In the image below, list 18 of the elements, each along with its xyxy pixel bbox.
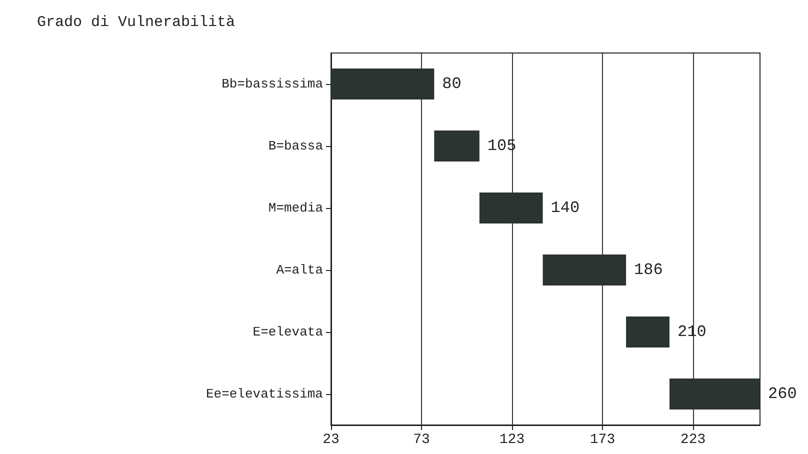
y-tick-label: Ee=elevatissima	[206, 386, 324, 402]
y-tick-label: M=media	[268, 200, 324, 216]
x-tick-label: 23	[322, 432, 340, 448]
y-tick-label: Bb=bassissima	[222, 76, 324, 92]
x-tick-label: 223	[680, 432, 706, 448]
data-label: 260	[768, 385, 797, 403]
bar	[626, 316, 670, 348]
data-label: 80	[442, 75, 462, 93]
text: Grado di Vulnerabilità	[37, 14, 236, 31]
y-tick-label: B=bassa	[268, 138, 324, 154]
x-tick-label: 123	[499, 432, 525, 448]
bar	[434, 130, 480, 162]
x-tick-label: 73	[413, 432, 430, 448]
data-label: 186	[634, 261, 663, 279]
y-tick-label: E=elevata	[252, 324, 324, 340]
x-tick-label: 173	[590, 432, 616, 448]
data-label: 140	[550, 199, 580, 217]
y-tick-label: A=alta	[276, 262, 324, 278]
